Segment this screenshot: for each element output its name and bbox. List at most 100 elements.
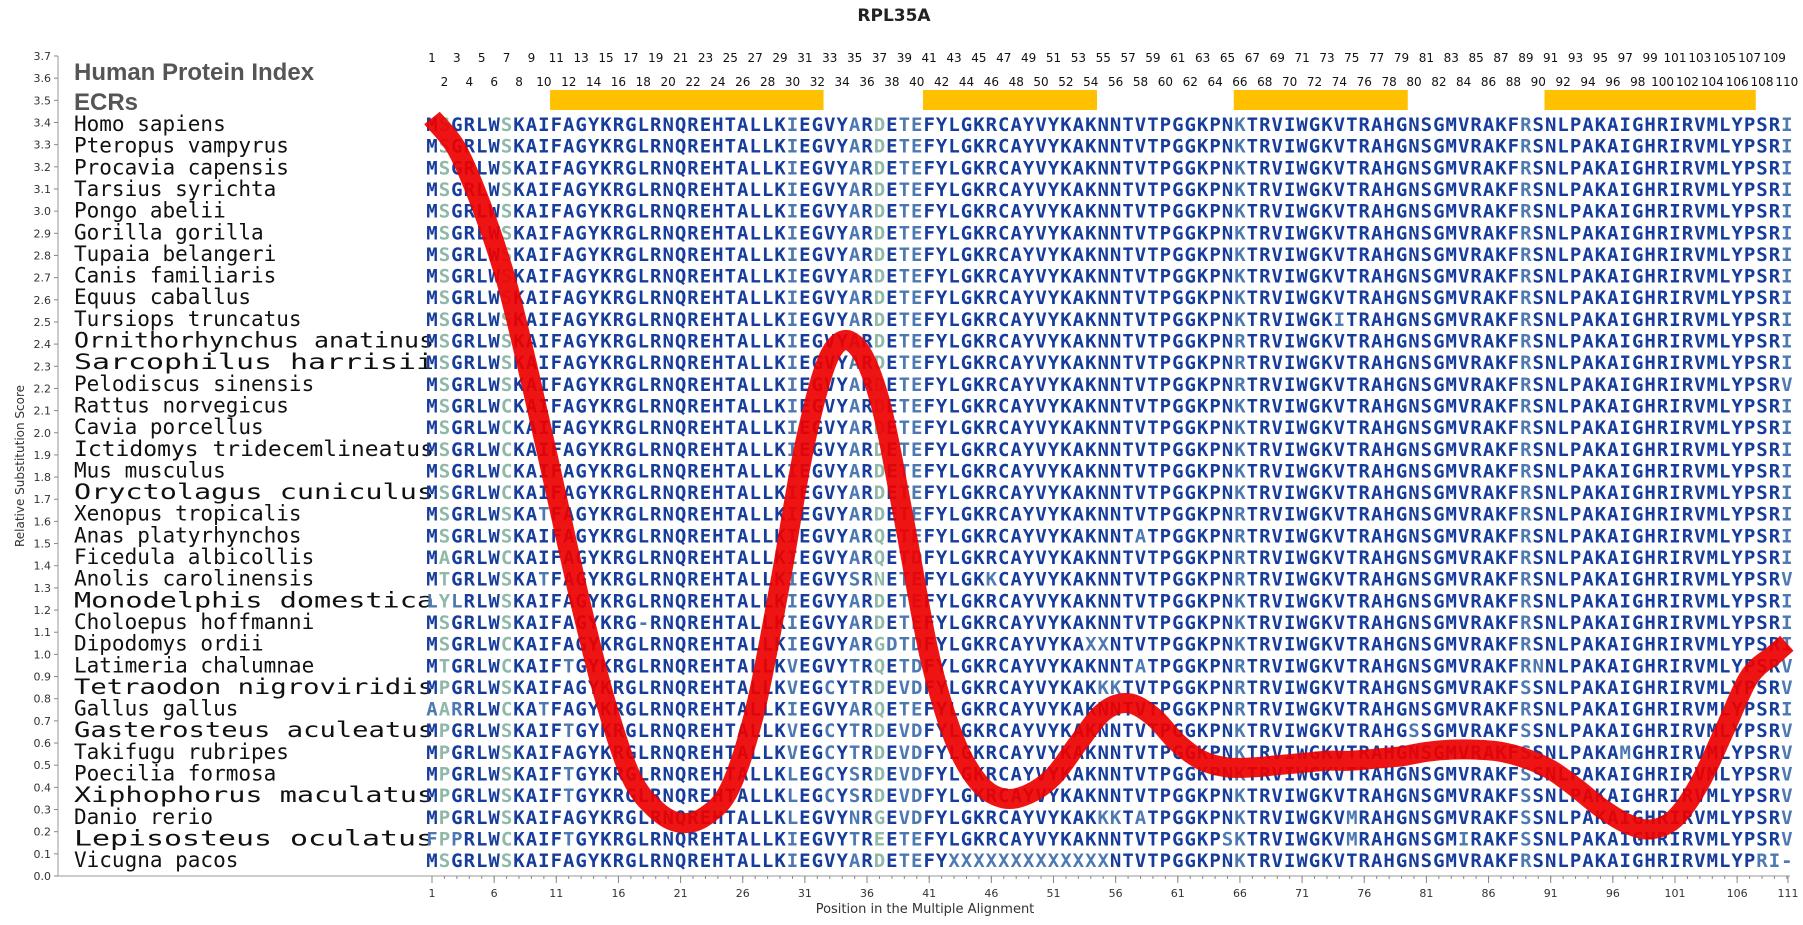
residue: Y — [1048, 244, 1060, 266]
residue: N — [1222, 720, 1233, 742]
residue: A — [1073, 828, 1085, 850]
residue: L — [749, 201, 760, 223]
residue: V — [1334, 677, 1345, 699]
x-tick-label: 11 — [549, 887, 563, 900]
residue: K — [1085, 742, 1097, 764]
residue: Y — [1023, 417, 1035, 439]
residue: S — [1533, 590, 1544, 612]
residue: R — [1520, 266, 1532, 288]
residue: R — [986, 460, 998, 482]
residue: W — [488, 417, 500, 439]
residue: T — [538, 699, 549, 721]
residue: K — [600, 850, 612, 872]
residue: P — [1570, 699, 1581, 721]
residue: V — [824, 699, 835, 721]
residue: V — [1334, 699, 1345, 721]
residue: Y — [1048, 569, 1060, 591]
residue: S — [439, 222, 450, 244]
index-number: 70 — [1282, 75, 1297, 89]
residue: Y — [1731, 157, 1743, 179]
residue: Y — [1023, 807, 1035, 829]
residue: F — [551, 655, 562, 677]
residue: V — [1458, 634, 1469, 656]
residue: V — [1458, 136, 1469, 158]
residue: V — [787, 720, 798, 742]
residue: W — [488, 612, 500, 634]
residue: L — [476, 850, 487, 872]
residue: K — [1595, 612, 1607, 634]
residue: R — [1657, 569, 1669, 591]
residue: P — [1744, 590, 1755, 612]
residue: G — [1172, 764, 1183, 786]
residue: G — [625, 114, 636, 136]
residue: H — [1383, 612, 1394, 634]
residue: Y — [936, 504, 948, 526]
residue: A — [849, 504, 861, 526]
residue: G — [812, 547, 823, 569]
residue: I — [1620, 699, 1631, 721]
residue: T — [725, 222, 736, 244]
residue: K — [1060, 828, 1072, 850]
residue: A — [1073, 547, 1085, 569]
residue: T — [1346, 136, 1357, 158]
residue: K — [1595, 828, 1607, 850]
residue: P — [1160, 395, 1171, 417]
residue: G — [1185, 720, 1196, 742]
residue: T — [1346, 157, 1357, 179]
residue: D — [911, 764, 922, 786]
residue: I — [1620, 569, 1631, 591]
residue: A — [1371, 352, 1383, 374]
residue: R — [1234, 331, 1246, 353]
residue: N — [1222, 439, 1233, 461]
residue: R — [1470, 547, 1482, 569]
residue: T — [1346, 547, 1357, 569]
residue: K — [1085, 569, 1097, 591]
residue: G — [1172, 612, 1183, 634]
residue: K — [1085, 395, 1097, 417]
residue: Y — [1731, 828, 1743, 850]
residue: V — [1781, 720, 1792, 742]
residue: G — [451, 374, 462, 396]
residue: A — [563, 331, 575, 353]
residue: M — [1446, 590, 1457, 612]
residue: A — [1010, 417, 1022, 439]
residue: K — [1060, 612, 1072, 634]
residue: R — [1520, 179, 1532, 201]
residue: V — [1035, 179, 1046, 201]
residue: K — [1197, 720, 1209, 742]
residue: R — [1520, 590, 1532, 612]
residue: S — [1533, 201, 1544, 223]
residue: R — [1359, 504, 1371, 526]
residue: I — [1284, 417, 1295, 439]
residue: K — [973, 634, 985, 656]
residue: G — [1309, 699, 1320, 721]
residue: G — [812, 222, 823, 244]
index-number: 28 — [760, 75, 775, 89]
residue: A — [1010, 331, 1022, 353]
residue: W — [488, 179, 500, 201]
residue: X — [1035, 850, 1047, 872]
residue: K — [1197, 222, 1209, 244]
residue: I — [1458, 828, 1469, 850]
residue: L — [762, 179, 773, 201]
residue: A — [1582, 677, 1594, 699]
residue: V — [899, 742, 910, 764]
residue: L — [948, 222, 959, 244]
residue: M — [1446, 720, 1457, 742]
residue: H — [1644, 764, 1655, 786]
residue: Y — [1731, 547, 1743, 569]
residue: V — [1694, 244, 1705, 266]
residue: N — [1222, 331, 1233, 353]
residue: A — [526, 547, 538, 569]
residue: G — [1185, 374, 1196, 396]
residue: V — [1694, 395, 1705, 417]
residue: G — [1396, 547, 1407, 569]
residue: H — [1644, 785, 1655, 807]
index-number: 33 — [822, 51, 837, 65]
residue: T — [1346, 677, 1357, 699]
species-name: Xenopus tropicalis — [74, 502, 302, 526]
residue: G — [625, 807, 636, 829]
residue: H — [1383, 201, 1394, 223]
residue: P — [1160, 439, 1171, 461]
